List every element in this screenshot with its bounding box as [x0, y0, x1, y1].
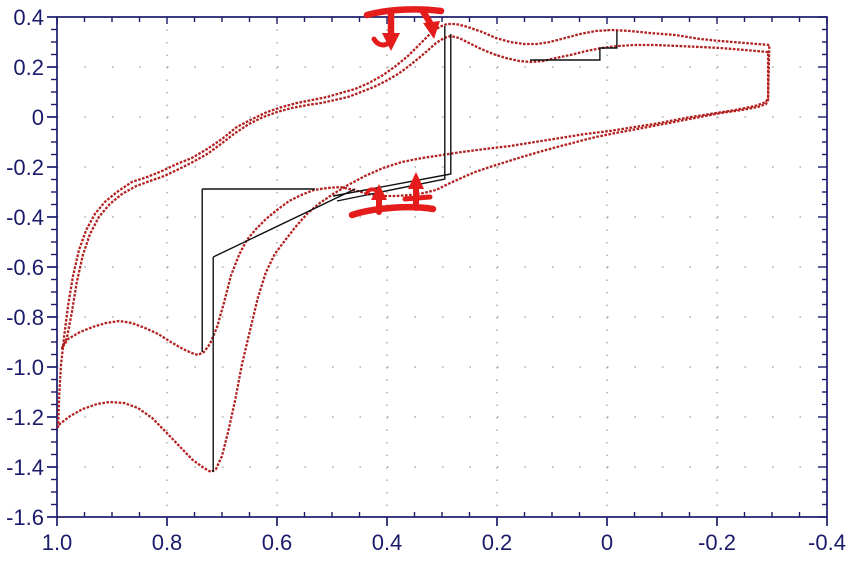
x-tick-label: -0.2: [698, 530, 736, 555]
peak-baseline-annotation: [212, 188, 356, 258]
hand-drawn-arrow-stroke: [348, 203, 437, 219]
peak-baseline-annotation: [336, 26, 446, 202]
y-tick-label: -1.2: [6, 405, 44, 430]
y-tick-label: -0.6: [6, 255, 44, 280]
hand-drawn-arrow-stroke: [363, 6, 445, 19]
cv-cycle-inner-curve: [60, 34, 770, 357]
y-tick-label: -1.4: [6, 455, 44, 480]
peak-baseline-annotation: [530, 31, 618, 61]
x-tick-label: 0.8: [152, 530, 183, 555]
y-tick-label: 0.2: [13, 55, 44, 80]
y-tick-label: -0.4: [6, 205, 44, 230]
hand-drawn-arrow-stroke: [402, 194, 433, 202]
x-tick-label: 1.0: [42, 530, 73, 555]
y-tick-label: 0: [32, 105, 44, 130]
x-tick-label: 0.6: [262, 530, 293, 555]
y-tick-label: -1.0: [6, 355, 44, 380]
y-tick-label: -0.2: [6, 155, 44, 180]
y-tick-label: -1.6: [6, 505, 44, 530]
x-tick-label: -0.4: [808, 530, 846, 555]
hand-drawn-arrowhead: [371, 184, 387, 200]
cv-cycle-outer-curve: [56, 22, 771, 474]
peak-baseline-annotation: [332, 34, 452, 197]
hand-drawn-arrowhead: [382, 33, 400, 51]
y-tick-label: 0.4: [13, 5, 44, 30]
hand-drawn-arrowhead: [408, 172, 424, 189]
x-tick-label: 0.4: [372, 530, 403, 555]
x-tick-label: 0.2: [482, 530, 513, 555]
hand-drawn-arrowhead: [423, 21, 440, 39]
x-tick-label: 0: [601, 530, 613, 555]
y-tick-label: -0.8: [6, 305, 44, 330]
